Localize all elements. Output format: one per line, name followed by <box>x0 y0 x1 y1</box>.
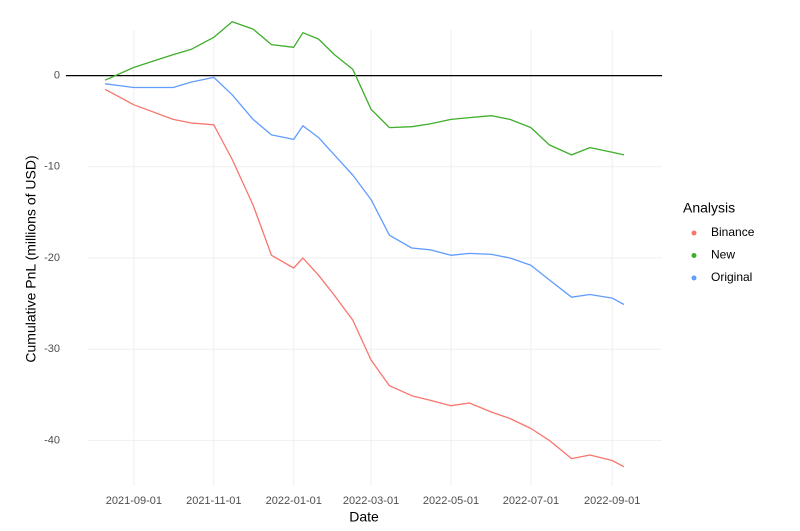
y-axis-title: Cumulative PnL (millions of USD) <box>23 155 39 362</box>
legend-swatch <box>691 253 697 258</box>
x-tick-label: 2022-01-01 <box>266 495 322 507</box>
legend-label: Binance <box>711 225 755 239</box>
legend-swatch <box>691 275 697 281</box>
y-tick-label: -20 <box>44 252 60 264</box>
x-tick-label: 2022-09-01 <box>584 495 640 507</box>
legend-title: Analysis <box>683 200 735 216</box>
series-line <box>104 88 625 468</box>
x-tick-label: 2021-09-01 <box>106 495 162 507</box>
y-tick-label: -10 <box>44 161 60 173</box>
legend-swatch <box>691 230 697 236</box>
y-tick-label: -40 <box>44 434 60 446</box>
series-line <box>104 21 625 156</box>
x-tick-label: 2021-11-01 <box>186 495 241 507</box>
legend-label: Original <box>711 270 752 284</box>
x-tick-label: 2022-05-01 <box>423 495 479 507</box>
y-tick-label: 0 <box>54 70 60 82</box>
series-line <box>104 76 625 306</box>
x-tick-label: 2022-03-01 <box>343 495 399 507</box>
x-tick-label: 2022-07-01 <box>503 495 559 507</box>
x-axis-title: Date <box>349 509 379 525</box>
legend-label: New <box>711 248 735 262</box>
y-tick-label: -30 <box>44 343 60 355</box>
